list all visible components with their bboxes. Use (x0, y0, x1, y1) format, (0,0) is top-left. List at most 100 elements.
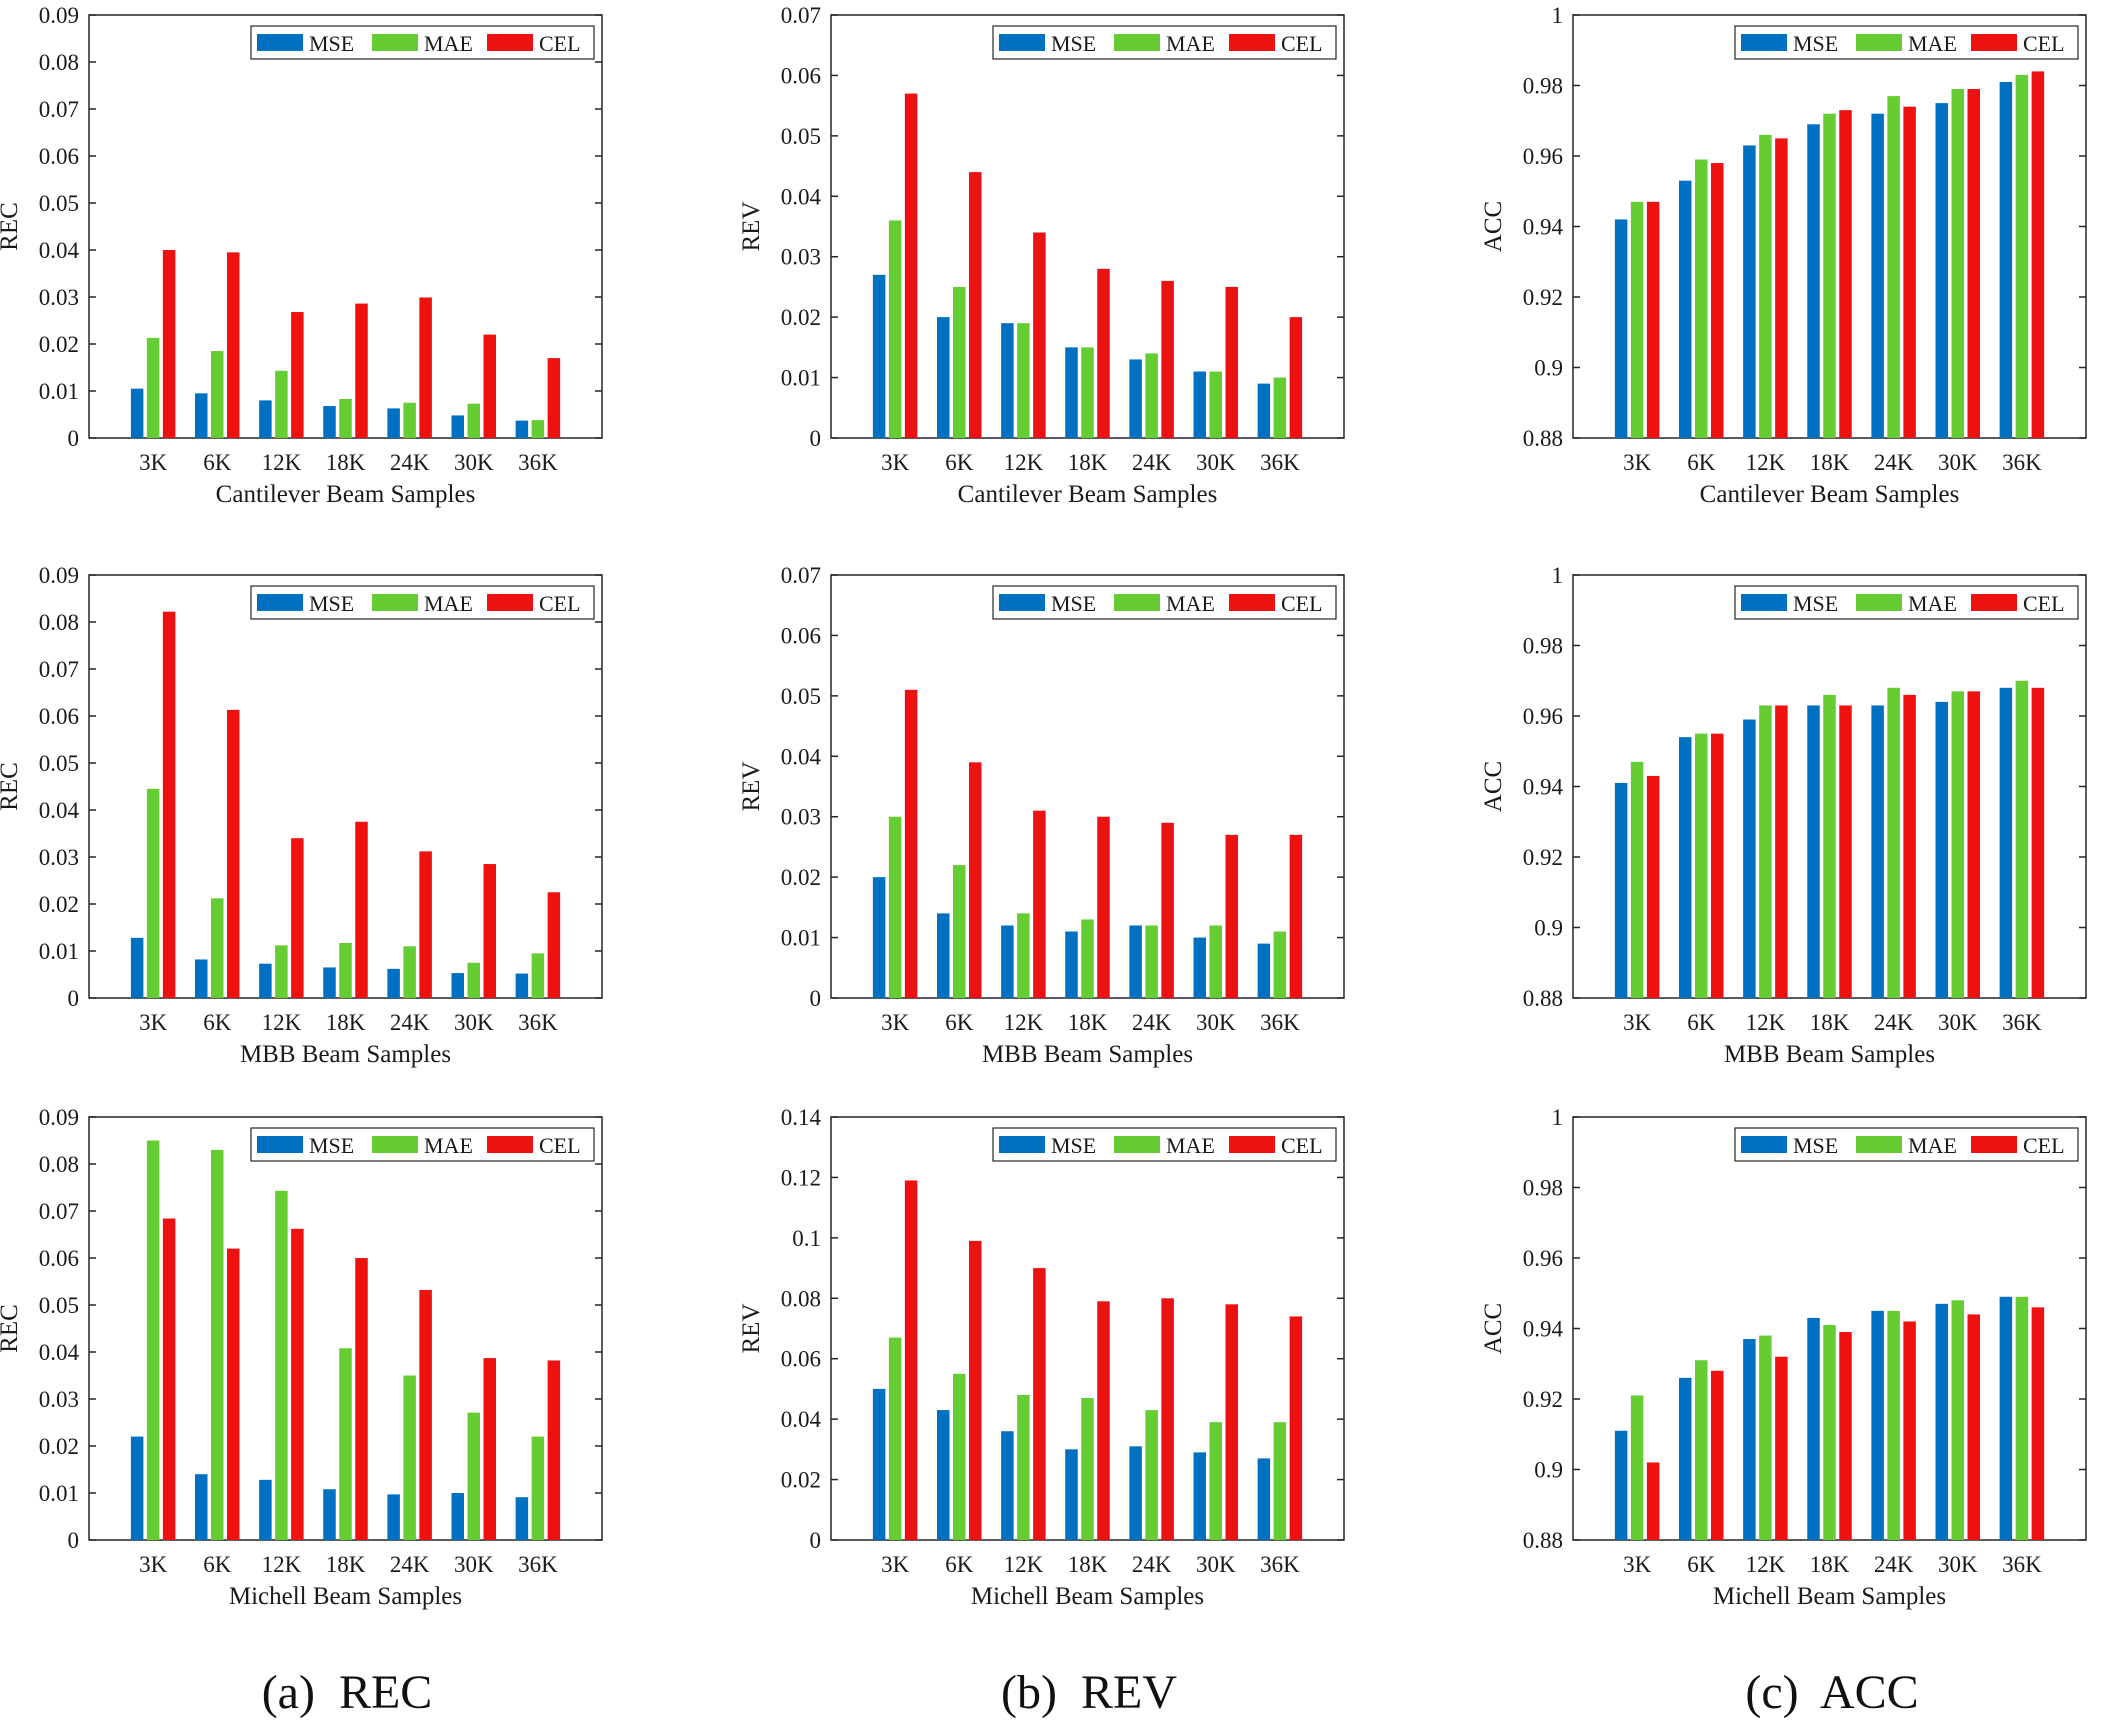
x-tick-label: 24K (390, 1552, 430, 1577)
bar-mae (1081, 919, 1094, 998)
bar-cel (1646, 1462, 1660, 1540)
bar-mse (937, 913, 950, 998)
x-tick-label: 3K (1623, 1010, 1652, 1035)
bar-mse (387, 968, 400, 998)
bar-cel (227, 252, 240, 438)
bar-cel (227, 1248, 240, 1540)
bar-mae (1759, 1335, 1772, 1540)
bar-mae (403, 946, 416, 998)
legend-swatch-mse (1741, 1136, 1787, 1153)
bar-mae (1695, 1360, 1708, 1540)
bar-mae (275, 1190, 288, 1540)
bar-mae (1630, 761, 1644, 998)
legend-label-mse: MSE (1051, 1133, 1096, 1158)
bar-mae (467, 962, 480, 998)
bar-cel (291, 312, 304, 438)
bar-cel (1775, 1356, 1788, 1540)
bar-mae (1145, 925, 1158, 998)
bar-mae (1209, 925, 1222, 998)
y-tick-label: 0.05 (39, 1293, 79, 1318)
y-tick-label: 0.9 (1534, 356, 1563, 381)
x-tick-label: 24K (1132, 1010, 1172, 1035)
bar-cel (547, 892, 561, 998)
bar-mse (1257, 383, 1271, 438)
bar-cel (1033, 810, 1046, 998)
bar-mae (1017, 1394, 1030, 1540)
y-tick-label: 0.09 (39, 1105, 79, 1130)
y-tick-label: 0.01 (39, 379, 79, 404)
bar-mae (146, 1140, 160, 1540)
bar-cel (1097, 268, 1110, 438)
legend-swatch-cel (1971, 594, 2017, 611)
x-tick-label: 3K (881, 450, 910, 475)
bar-mse (451, 973, 464, 998)
chart-panel-1: 0 0.01 0.02 0.03 0.04 0.05 0.06 0.07 0.08 0.09 3K 6… (0, 3, 603, 508)
legend-label-cel: CEL (1281, 31, 1323, 56)
bar-cel (1225, 1304, 1238, 1540)
legend-swatch-mae (1114, 34, 1160, 51)
legend-label-mse: MSE (1051, 591, 1096, 616)
x-tick-label: 18K (1068, 1010, 1108, 1035)
bar-mse (1743, 145, 1756, 439)
y-tick-label: 0.05 (39, 751, 79, 776)
y-tick-label: 0.02 (39, 1434, 79, 1459)
bar-cel (1646, 775, 1660, 998)
bar-mse (130, 1436, 144, 1540)
bar-cel (1967, 1314, 1980, 1540)
bar-mse (1065, 1449, 1078, 1540)
legend-swatch-mae (1856, 34, 1902, 51)
legend-box (1734, 1127, 2079, 1162)
x-tick-label: 24K (1874, 450, 1914, 475)
bar-mse (1679, 1377, 1692, 1540)
bar-cel (483, 864, 496, 998)
bar-mse (1743, 719, 1756, 998)
x-tick-label: 36K (1260, 1552, 1300, 1577)
bar-mae (1081, 1397, 1094, 1540)
legend-box (250, 1127, 595, 1162)
x-tick-label: 30K (1938, 1552, 1978, 1577)
x-axis-label: MBB Beam Samples (240, 1041, 451, 1068)
y-tick-label: 0.1 (792, 1226, 821, 1251)
bar-mae (1209, 1422, 1222, 1540)
y-tick-label: 0.03 (781, 245, 821, 270)
bar-mse (1935, 103, 1948, 438)
bar-mse (1999, 81, 2013, 438)
y-tick-label: 0.94 (1523, 215, 1564, 240)
bar-mae (953, 1373, 966, 1540)
legend-swatch-cel (1229, 594, 1275, 611)
y-tick-label: 0.06 (781, 63, 821, 88)
y-tick-label: 0.9 (1534, 916, 1563, 941)
bar-mse (323, 1489, 336, 1540)
y-tick-label: 0.05 (39, 191, 79, 216)
x-axis-label: MBB Beam Samples (982, 1041, 1193, 1068)
bar-cel (1903, 106, 1916, 439)
x-tick-label: 36K (2002, 1010, 2042, 1035)
x-tick-label: 3K (881, 1010, 910, 1035)
bar-mse (323, 967, 336, 998)
legend: MSE MAE CEL (1734, 25, 2079, 60)
legend-label-mae: MAE (1166, 591, 1215, 616)
x-tick-label: 24K (1132, 1552, 1172, 1577)
bar-cel (1289, 317, 1303, 438)
bar-cel (419, 297, 432, 438)
bar-mse (872, 877, 886, 998)
bar-cel (355, 1258, 368, 1540)
bar-mse (1999, 687, 2013, 998)
y-tick-label: 0.98 (1523, 634, 1563, 659)
bar-cel (547, 358, 561, 438)
legend: MSE MAE CEL (250, 585, 595, 620)
y-tick-label: 0.04 (781, 184, 822, 209)
y-axis-label: REC (0, 1304, 23, 1353)
legend-box (992, 585, 1337, 620)
x-tick-label: 6K (203, 1010, 232, 1035)
y-tick-label: 0.88 (1523, 986, 1563, 1011)
bar-cel (162, 1218, 176, 1540)
bar-mae (275, 370, 288, 438)
y-tick-label: 0.94 (1523, 1317, 1564, 1342)
x-tick-label: 18K (1068, 1552, 1108, 1577)
bar-mae (1017, 323, 1030, 438)
x-tick-label: 18K (1810, 1010, 1850, 1035)
x-tick-label: 6K (203, 1552, 232, 1577)
bar-cel (355, 821, 368, 998)
bar-cel (419, 1289, 432, 1540)
